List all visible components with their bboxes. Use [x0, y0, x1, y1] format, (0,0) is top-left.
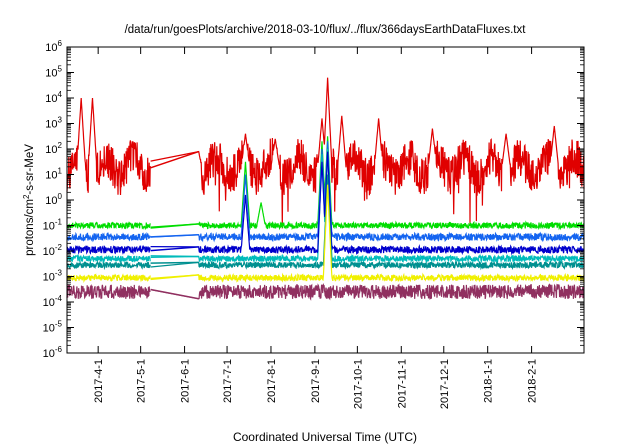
y-tick-label: 104	[45, 90, 62, 105]
x-axis: 2017-4-1 2017-5-1 2017-6-1 2017-7-1 2017-8-1…	[93, 47, 539, 409]
y-tick-label-base: 10	[43, 246, 55, 258]
y-tick-label: 105	[45, 65, 62, 80]
y-tick-label-exponent: 1	[58, 167, 63, 176]
y-tick-label: 10-1	[43, 218, 63, 233]
x-tick-label: 2018-2-1	[527, 359, 539, 403]
series-line-segment-2	[150, 77, 585, 229]
x-tick-label: 2017-12-1	[439, 359, 451, 409]
series-gap-bridge	[150, 246, 199, 252]
y-tick-label-exponent: -5	[55, 320, 63, 329]
series-gap-bridge	[150, 255, 199, 258]
y-tick-label: 106	[45, 39, 62, 54]
series-line-segment-2	[150, 148, 585, 264]
x-tick-label: 2017-7-1	[222, 359, 234, 403]
y-tick-label-base: 10	[45, 144, 57, 156]
y-axis: 10-610-510-410-310-210-11001011021031041…	[43, 39, 584, 360]
y-tick-label-base: 10	[45, 195, 57, 207]
y-axis-label-superscript: 2	[22, 194, 31, 199]
series-line-segment-1	[66, 284, 151, 300]
series-line-segment-2	[150, 136, 585, 231]
series-line-segment-1	[66, 253, 151, 264]
y-tick-label-exponent: -3	[55, 269, 63, 278]
series-line-segment-2	[150, 282, 585, 301]
y-tick-label: 103	[45, 116, 62, 131]
y-tick-label: 100	[45, 192, 62, 207]
series-gap-bridge	[150, 223, 199, 229]
series-line-segment-2	[150, 151, 585, 256]
y-tick-label-base: 10	[45, 93, 57, 105]
y-axis-label: protons/cm2-s-sr-MeV	[22, 144, 36, 256]
series-line-segment-1	[66, 260, 151, 271]
series-line-segment-1	[66, 97, 151, 196]
y-tick-label: 10-3	[43, 269, 63, 284]
x-tick-label: 2017-4-1	[93, 359, 105, 403]
y-tick-label: 10-5	[43, 320, 63, 335]
x-tick-label: 2017-6-1	[180, 359, 192, 403]
y-tick-label: 10-6	[43, 345, 63, 360]
y-tick-label-base: 10	[43, 297, 55, 309]
series-line-segment-2	[150, 184, 585, 284]
y-tick-label: 10-2	[43, 243, 63, 258]
x-tick-label: 2017-5-1	[136, 359, 148, 403]
y-axis-label-rest: -s-sr-MeV	[24, 144, 36, 195]
series-line-segment-2	[150, 141, 585, 243]
chart-title: /data/run/goesPlots/archive/2018-03-10/f…	[125, 24, 527, 36]
y-tick-label-exponent: 5	[58, 65, 63, 74]
x-tick-label: 2017-11-1	[396, 359, 408, 408]
series-line-segment-1	[66, 221, 151, 231]
y-tick-label-base: 10	[45, 170, 57, 182]
y-tick-label-exponent: -1	[55, 218, 63, 227]
y-tick-label: 102	[45, 141, 62, 156]
y-axis-label-main: protons/cm	[24, 199, 36, 256]
y-tick-label-exponent: 2	[58, 141, 63, 150]
series-gap-bridge	[150, 234, 199, 238]
y-tick-label-base: 10	[43, 348, 55, 360]
x-tick-label: 2017-8-1	[266, 359, 278, 403]
series-line-segment-1	[66, 244, 151, 255]
series-gap-bridge	[150, 261, 199, 264]
y-tick-label-base: 10	[45, 119, 57, 131]
x-tick-label: 2018-1-1	[483, 359, 495, 403]
y-tick-label-exponent: 6	[58, 39, 63, 48]
plot-series-group	[66, 77, 585, 301]
y-tick-label-exponent: -6	[55, 345, 63, 354]
y-tick-label: 10-4	[43, 294, 63, 309]
y-tick-label-exponent: -2	[55, 243, 63, 252]
y-tick-label-exponent: 0	[58, 192, 63, 201]
x-tick-label: 2017-9-1	[310, 359, 322, 403]
series-gap-bridge	[150, 288, 199, 300]
y-tick-label-base: 10	[43, 323, 55, 335]
y-tick-label-base: 10	[43, 221, 55, 233]
y-tick-label-base: 10	[43, 272, 55, 284]
y-tick-label-exponent: 3	[58, 116, 63, 125]
y-tick-label: 101	[45, 167, 62, 182]
x-axis-label: Coordinated Universal Time (UTC)	[233, 430, 417, 444]
series-line-segment-1	[66, 231, 151, 243]
y-tick-label-exponent: 4	[58, 90, 63, 99]
y-tick-label-exponent: -4	[55, 294, 63, 303]
series-gap-bridge	[150, 150, 199, 169]
y-tick-label-base: 10	[45, 42, 57, 54]
x-tick-label: 2017-10-1	[352, 359, 364, 409]
y-tick-label-base: 10	[45, 68, 57, 80]
series-line-segment-2	[150, 174, 585, 271]
series-line-segment-1	[66, 273, 151, 284]
series-gap-bridge	[150, 274, 199, 281]
